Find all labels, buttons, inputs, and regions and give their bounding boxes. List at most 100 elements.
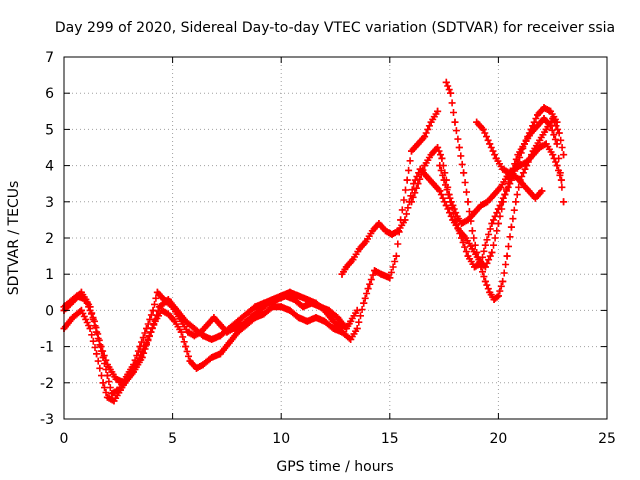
data-point [427,118,435,126]
data-point [471,263,479,271]
data-point [453,212,461,220]
data-point [434,107,442,115]
data-point [208,353,216,361]
plot-frame [63,56,608,420]
data-point [360,299,368,307]
x-tick-label: 20 [489,431,507,447]
data-point [338,270,346,278]
data-point [444,191,452,199]
chart-title: Day 299 of 2020, Sidereal Day-to-day VTE… [55,20,615,36]
data-point [486,288,494,296]
data-point [414,180,422,188]
y-tick-label: 2 [45,231,54,247]
data-point [234,317,242,325]
data-point [557,176,565,184]
data-point [242,321,250,329]
series-satellite-track-7 [473,118,546,202]
series-satellite-track-3 [60,288,346,387]
data-point [377,270,385,278]
data-point [199,332,207,340]
data-point [108,390,116,398]
data-point [156,303,164,311]
x-tick-label: 0 [60,431,69,447]
y-tick-label: -1 [40,340,54,356]
data-point [427,151,435,159]
data-point [312,314,320,322]
y-tick-label: 6 [45,86,54,102]
data-point [403,176,411,184]
data-point [477,201,485,209]
data-point [153,288,161,296]
data-point [364,285,372,293]
data-point [503,172,511,180]
data-point [353,306,361,314]
data-point [203,321,211,329]
data-point [329,317,337,325]
data-point [381,227,389,235]
data-point [434,144,442,151]
data-point [436,162,444,170]
data-point [269,303,277,311]
series-satellite-track-8 [436,140,565,228]
data-point [488,248,496,256]
data-point [499,165,507,173]
data-point [457,234,465,242]
data-point [536,144,544,151]
data-point [523,158,531,166]
data-point [93,350,101,358]
data-point [533,111,541,119]
data-point [512,198,520,206]
data-point [442,78,450,86]
data-point [471,209,479,217]
data-point [527,125,535,133]
data-point [388,230,396,238]
data-point [421,133,429,141]
data-point [492,154,500,162]
data-point [481,241,489,249]
grid [64,57,607,419]
data-point [303,296,311,304]
data-point [190,325,198,332]
data-point [347,317,355,325]
data-point [216,350,224,358]
data-point [421,162,429,170]
y-tick-label: -2 [40,376,54,392]
data-point [199,361,207,369]
data-point [210,314,218,322]
y-tick-label: 4 [45,159,54,175]
data-point [86,325,94,332]
data-point [501,191,509,199]
y-axis-label: SDTVAR / TECUs [6,181,22,296]
data-point [177,328,185,336]
data-point [295,292,303,300]
data-point [321,317,329,325]
data-point [429,180,437,188]
data-point [186,357,194,365]
data-point [347,335,355,343]
data-point [449,201,457,209]
data-point [525,187,533,195]
data-point [423,172,431,180]
data-point [481,277,489,285]
data-point [490,191,498,199]
data-point [103,361,111,369]
data-point [455,144,463,151]
data-point [368,227,376,235]
data-point [547,107,555,115]
data-point [164,310,172,318]
data-point [334,314,342,322]
data-point [242,310,250,318]
data-point [447,89,455,97]
data-point [473,248,481,256]
data-point [451,216,459,224]
data-point [321,306,329,314]
data-point [442,201,450,209]
data-point [375,220,383,228]
data-point [542,125,550,133]
data-point [286,288,294,296]
data-point [342,263,350,271]
data-point [82,296,90,304]
data-point [553,118,561,126]
data-point [251,303,259,311]
